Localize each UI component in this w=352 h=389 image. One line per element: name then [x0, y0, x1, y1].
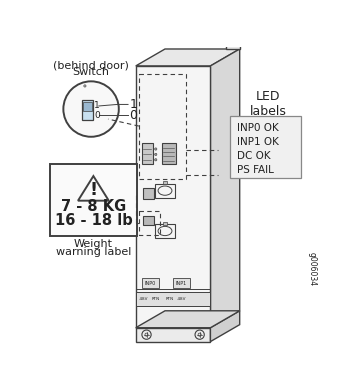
FancyBboxPatch shape [50, 164, 137, 236]
Polygon shape [210, 49, 240, 328]
Bar [142, 143, 153, 165]
Text: 1: 1 [130, 98, 137, 111]
Polygon shape [226, 40, 240, 49]
Bar [155, 224, 175, 238]
Bar [136, 292, 210, 306]
Text: INP0 OK: INP0 OK [237, 123, 279, 133]
Text: 0: 0 [94, 111, 100, 120]
Text: INP1: INP1 [176, 280, 187, 286]
Polygon shape [136, 311, 240, 328]
Bar [83, 102, 92, 110]
Bar [144, 188, 154, 199]
Text: -48V: -48V [139, 297, 148, 301]
Text: LED
labels: LED labels [250, 89, 287, 117]
Text: warning label: warning label [56, 247, 131, 257]
Text: INP1 OK: INP1 OK [237, 137, 279, 147]
Text: RTN: RTN [165, 297, 174, 301]
Bar [162, 143, 176, 165]
Bar [142, 279, 159, 288]
Text: 16 - 18 lb: 16 - 18 lb [55, 213, 132, 228]
Text: INP0: INP0 [145, 280, 156, 286]
Text: DC OK: DC OK [237, 151, 271, 161]
Polygon shape [210, 311, 240, 342]
Circle shape [155, 148, 157, 150]
Bar [173, 279, 190, 288]
Bar [136, 66, 210, 328]
Circle shape [84, 85, 86, 87]
Text: PS FAIL: PS FAIL [237, 165, 274, 175]
Polygon shape [136, 49, 240, 66]
Bar [136, 328, 210, 342]
Text: 7 - 8 KG: 7 - 8 KG [61, 199, 126, 214]
Circle shape [155, 153, 157, 156]
Text: RTN: RTN [152, 297, 160, 301]
Bar [155, 184, 175, 198]
Bar [144, 216, 154, 225]
Text: 1: 1 [94, 102, 100, 110]
Circle shape [63, 81, 119, 137]
Text: g006034: g006034 [308, 252, 316, 286]
Circle shape [155, 159, 157, 161]
Text: Weight: Weight [74, 239, 113, 249]
Text: 0: 0 [130, 109, 138, 122]
Bar [163, 181, 167, 184]
Text: (behind door): (behind door) [53, 61, 129, 70]
Bar [163, 222, 167, 225]
Text: -48V: -48V [177, 297, 187, 301]
Text: !: ! [89, 180, 98, 199]
Text: Switch: Switch [73, 67, 109, 77]
FancyBboxPatch shape [231, 116, 301, 178]
Bar [82, 100, 93, 120]
